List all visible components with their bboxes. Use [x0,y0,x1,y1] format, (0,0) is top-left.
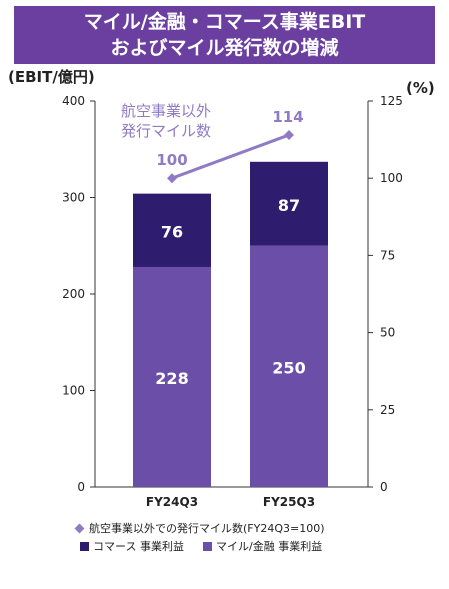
bar-value-label: 76 [161,222,183,241]
bar-segment [250,245,328,487]
y-left-tick-label: 400 [62,94,85,108]
line-series [171,133,290,180]
legend-mile-swatch-icon [203,542,212,551]
line-point [284,129,294,140]
legend-commerce-label: コマース 事業利益 [93,540,184,553]
line-value-label: 114 [272,108,303,126]
y-right-tick-label: 50 [380,326,395,340]
chart-title-line1: マイル/金融・コマース事業EBIT [83,11,366,33]
y-left-tick-label: 200 [62,287,85,301]
legend-commerce-swatch-icon [80,542,89,551]
y-right-tick-label: 100 [380,171,403,185]
line-annotation: 発行マイル数 [121,122,211,140]
legend-line-label: 航空事業以外での発行マイル数(FY24Q3=100) [89,522,325,535]
x-tick-label: FY24Q3 [146,495,198,509]
bar-value-label: 87 [278,196,300,215]
y-left-tick-label: 300 [62,191,85,205]
y-right-tick-label: 125 [380,94,403,108]
y-axis-left-label: (EBIT/億円) [8,68,95,86]
y-right-tick-label: 75 [380,248,395,262]
chart-svg: (EBIT/億円) (%) 0 100 200 300 400 0 25 50 75 100 125 22… [8,68,435,509]
bar-segment [250,161,328,246]
legend-mile-label: マイル/金融 事業利益 [216,540,323,553]
legend-mile-entry: マイル/金融 事業利益 [203,538,322,554]
bar-value-label: 228 [155,369,188,388]
y-right-tick-label: 25 [380,403,395,417]
chart-title-line2: およびマイル発行数の増減 [110,37,339,59]
line-value-label: 100 [156,151,187,169]
line-point [167,173,177,184]
chart-title-box: マイル/金融・コマース事業EBIT およびマイル発行数の増減 [14,6,435,64]
legend-line-entry: 航空事業以外での発行マイル数(FY24Q3=100) [74,520,325,536]
y-axis-right-label: (%) [406,79,435,97]
bar-segment [133,193,211,267]
bar-segment [133,266,211,487]
y-left-tick-label: 0 [77,480,85,494]
bar-value-label: 250 [272,358,305,377]
x-tick-label: FY25Q3 [263,495,315,509]
legend-commerce-entry: コマース 事業利益 [80,538,184,554]
line-annotation: 航空事業以外 [121,102,211,120]
y-right-tick-label: 0 [380,480,388,494]
y-left-tick-label: 100 [62,384,85,398]
legend-diamond-icon [74,523,85,534]
